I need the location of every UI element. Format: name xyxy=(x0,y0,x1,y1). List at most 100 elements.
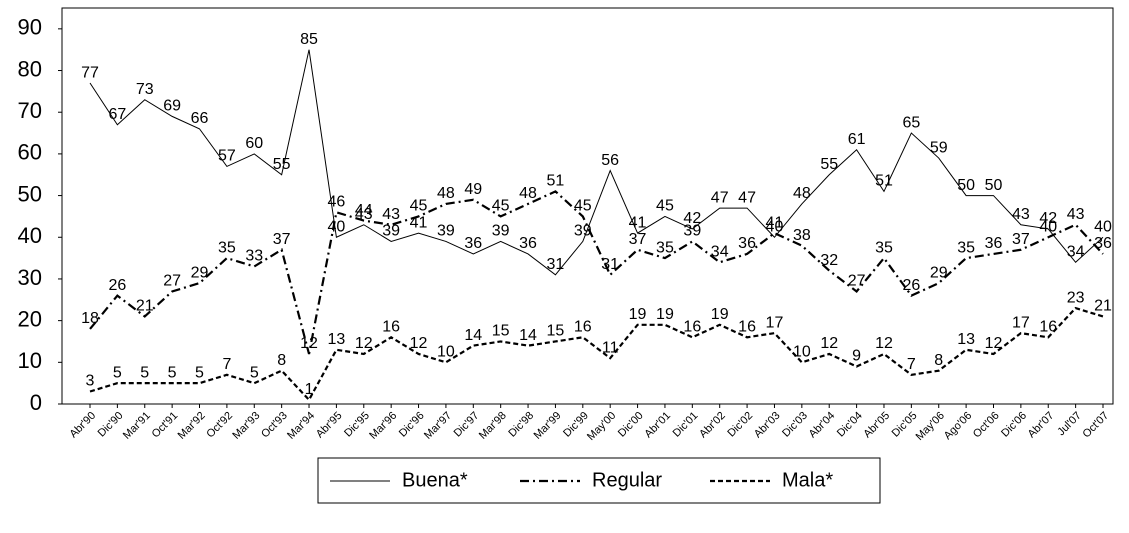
data-label: 14 xyxy=(464,327,482,344)
data-label: 40 xyxy=(1039,218,1057,235)
data-label: 5 xyxy=(168,364,177,381)
data-label: 21 xyxy=(136,298,154,315)
x-tick-label: Mar'99 xyxy=(532,410,564,442)
data-label: 45 xyxy=(410,198,428,215)
data-label: 8 xyxy=(934,352,943,369)
x-tick-label: Abr'07 xyxy=(1026,410,1057,441)
data-label: 46 xyxy=(328,193,346,210)
data-label: 38 xyxy=(793,227,811,244)
y-tick-label: 40 xyxy=(18,223,42,248)
data-label: 39 xyxy=(683,223,701,240)
x-tick-label: Dic'00 xyxy=(616,410,646,440)
data-label: 10 xyxy=(437,344,455,361)
data-label: 51 xyxy=(547,173,565,190)
data-label: 17 xyxy=(766,314,784,331)
data-label: 35 xyxy=(656,239,674,256)
data-label: 14 xyxy=(519,327,537,344)
data-label: 16 xyxy=(738,319,756,336)
x-tick-label: Dic'04 xyxy=(835,410,865,440)
x-tick-label: Oct'06 xyxy=(971,410,1002,441)
data-label: 15 xyxy=(492,323,510,340)
data-label: 5 xyxy=(250,364,259,381)
x-tick-label: Oct'07 xyxy=(1080,410,1111,441)
x-tick-label: Dic'97 xyxy=(452,410,482,440)
data-label: 50 xyxy=(985,177,1003,194)
data-label: 39 xyxy=(574,223,592,240)
x-tick-label: Oct'93 xyxy=(259,410,290,441)
plot-frame xyxy=(61,7,1114,405)
data-label: 41 xyxy=(629,214,647,231)
data-label: 37 xyxy=(273,231,291,248)
data-label: 73 xyxy=(136,81,154,98)
data-label: 12 xyxy=(875,335,893,352)
data-label: 12 xyxy=(300,335,318,352)
data-label: 8 xyxy=(277,352,286,369)
data-label: 49 xyxy=(464,181,482,198)
data-label: 36 xyxy=(738,235,756,252)
legend-box xyxy=(317,457,881,504)
y-tick-label: 80 xyxy=(18,56,42,81)
x-tick-label: Abr'02 xyxy=(697,410,728,441)
data-label: 10 xyxy=(793,344,811,361)
x-tick-label: Mar'92 xyxy=(176,410,208,442)
data-label: 55 xyxy=(820,156,838,173)
data-label: 59 xyxy=(930,139,948,156)
series-line xyxy=(89,306,1104,402)
y-tick-label: 90 xyxy=(18,15,42,40)
data-label: 29 xyxy=(930,264,948,281)
data-label: 39 xyxy=(382,223,400,240)
y-tick-label: 50 xyxy=(18,181,42,206)
x-tick-label: Abr'03 xyxy=(752,410,783,441)
data-label: 35 xyxy=(957,239,975,256)
x-tick-label: Abr'01 xyxy=(642,410,673,441)
x-tick-label: May'06 xyxy=(914,410,947,443)
data-label: 21 xyxy=(1094,298,1112,315)
data-label: 77 xyxy=(81,64,99,81)
data-label: 19 xyxy=(711,306,729,323)
data-label: 48 xyxy=(793,185,811,202)
data-label: 69 xyxy=(163,98,181,115)
x-tick-label: Oct'92 xyxy=(204,410,235,441)
data-label: 23 xyxy=(1067,289,1085,306)
data-label: 19 xyxy=(656,306,674,323)
data-label: 11 xyxy=(602,339,619,356)
data-label: 12 xyxy=(985,335,1003,352)
data-label: 40 xyxy=(766,218,784,235)
data-label: 27 xyxy=(848,273,866,290)
data-label: 37 xyxy=(629,231,647,248)
data-label: 42 xyxy=(1039,210,1057,227)
data-label: 66 xyxy=(191,110,209,127)
data-label: 51 xyxy=(875,173,893,190)
data-label: 48 xyxy=(519,185,537,202)
data-label: 44 xyxy=(355,202,373,219)
x-tick-label: Abr'04 xyxy=(807,410,838,441)
data-label: 31 xyxy=(547,256,565,273)
data-label: 5 xyxy=(140,364,149,381)
x-tick-label: Mar'96 xyxy=(367,410,399,442)
x-tick-label: Mar'91 xyxy=(121,410,153,442)
data-label: 65 xyxy=(902,114,920,131)
x-tick-label: Ago'06 xyxy=(942,410,974,442)
x-tick-label: Mar'97 xyxy=(422,410,454,442)
data-label: 15 xyxy=(547,323,565,340)
data-label: 43 xyxy=(1012,206,1030,223)
x-tick-label: Dic'90 xyxy=(96,410,126,440)
data-label: 43 xyxy=(382,206,400,223)
data-label: 7 xyxy=(222,356,231,373)
legend-label: Regular xyxy=(592,469,662,491)
x-tick-label: Oct'91 xyxy=(150,410,181,441)
x-tick-label: Dic'02 xyxy=(725,410,755,440)
data-label: 45 xyxy=(492,198,510,215)
data-label: 67 xyxy=(108,106,126,123)
data-label: 47 xyxy=(711,189,729,206)
data-label: 57 xyxy=(218,148,236,165)
data-label: 33 xyxy=(245,248,263,265)
data-label: 18 xyxy=(81,310,99,327)
x-tick-label: Mar'98 xyxy=(477,410,509,442)
data-label: 26 xyxy=(902,277,920,294)
data-label: 35 xyxy=(875,239,893,256)
y-tick-label: 70 xyxy=(18,98,42,123)
data-label: 50 xyxy=(957,177,975,194)
data-label: 13 xyxy=(957,331,975,348)
data-label: 29 xyxy=(191,264,209,281)
